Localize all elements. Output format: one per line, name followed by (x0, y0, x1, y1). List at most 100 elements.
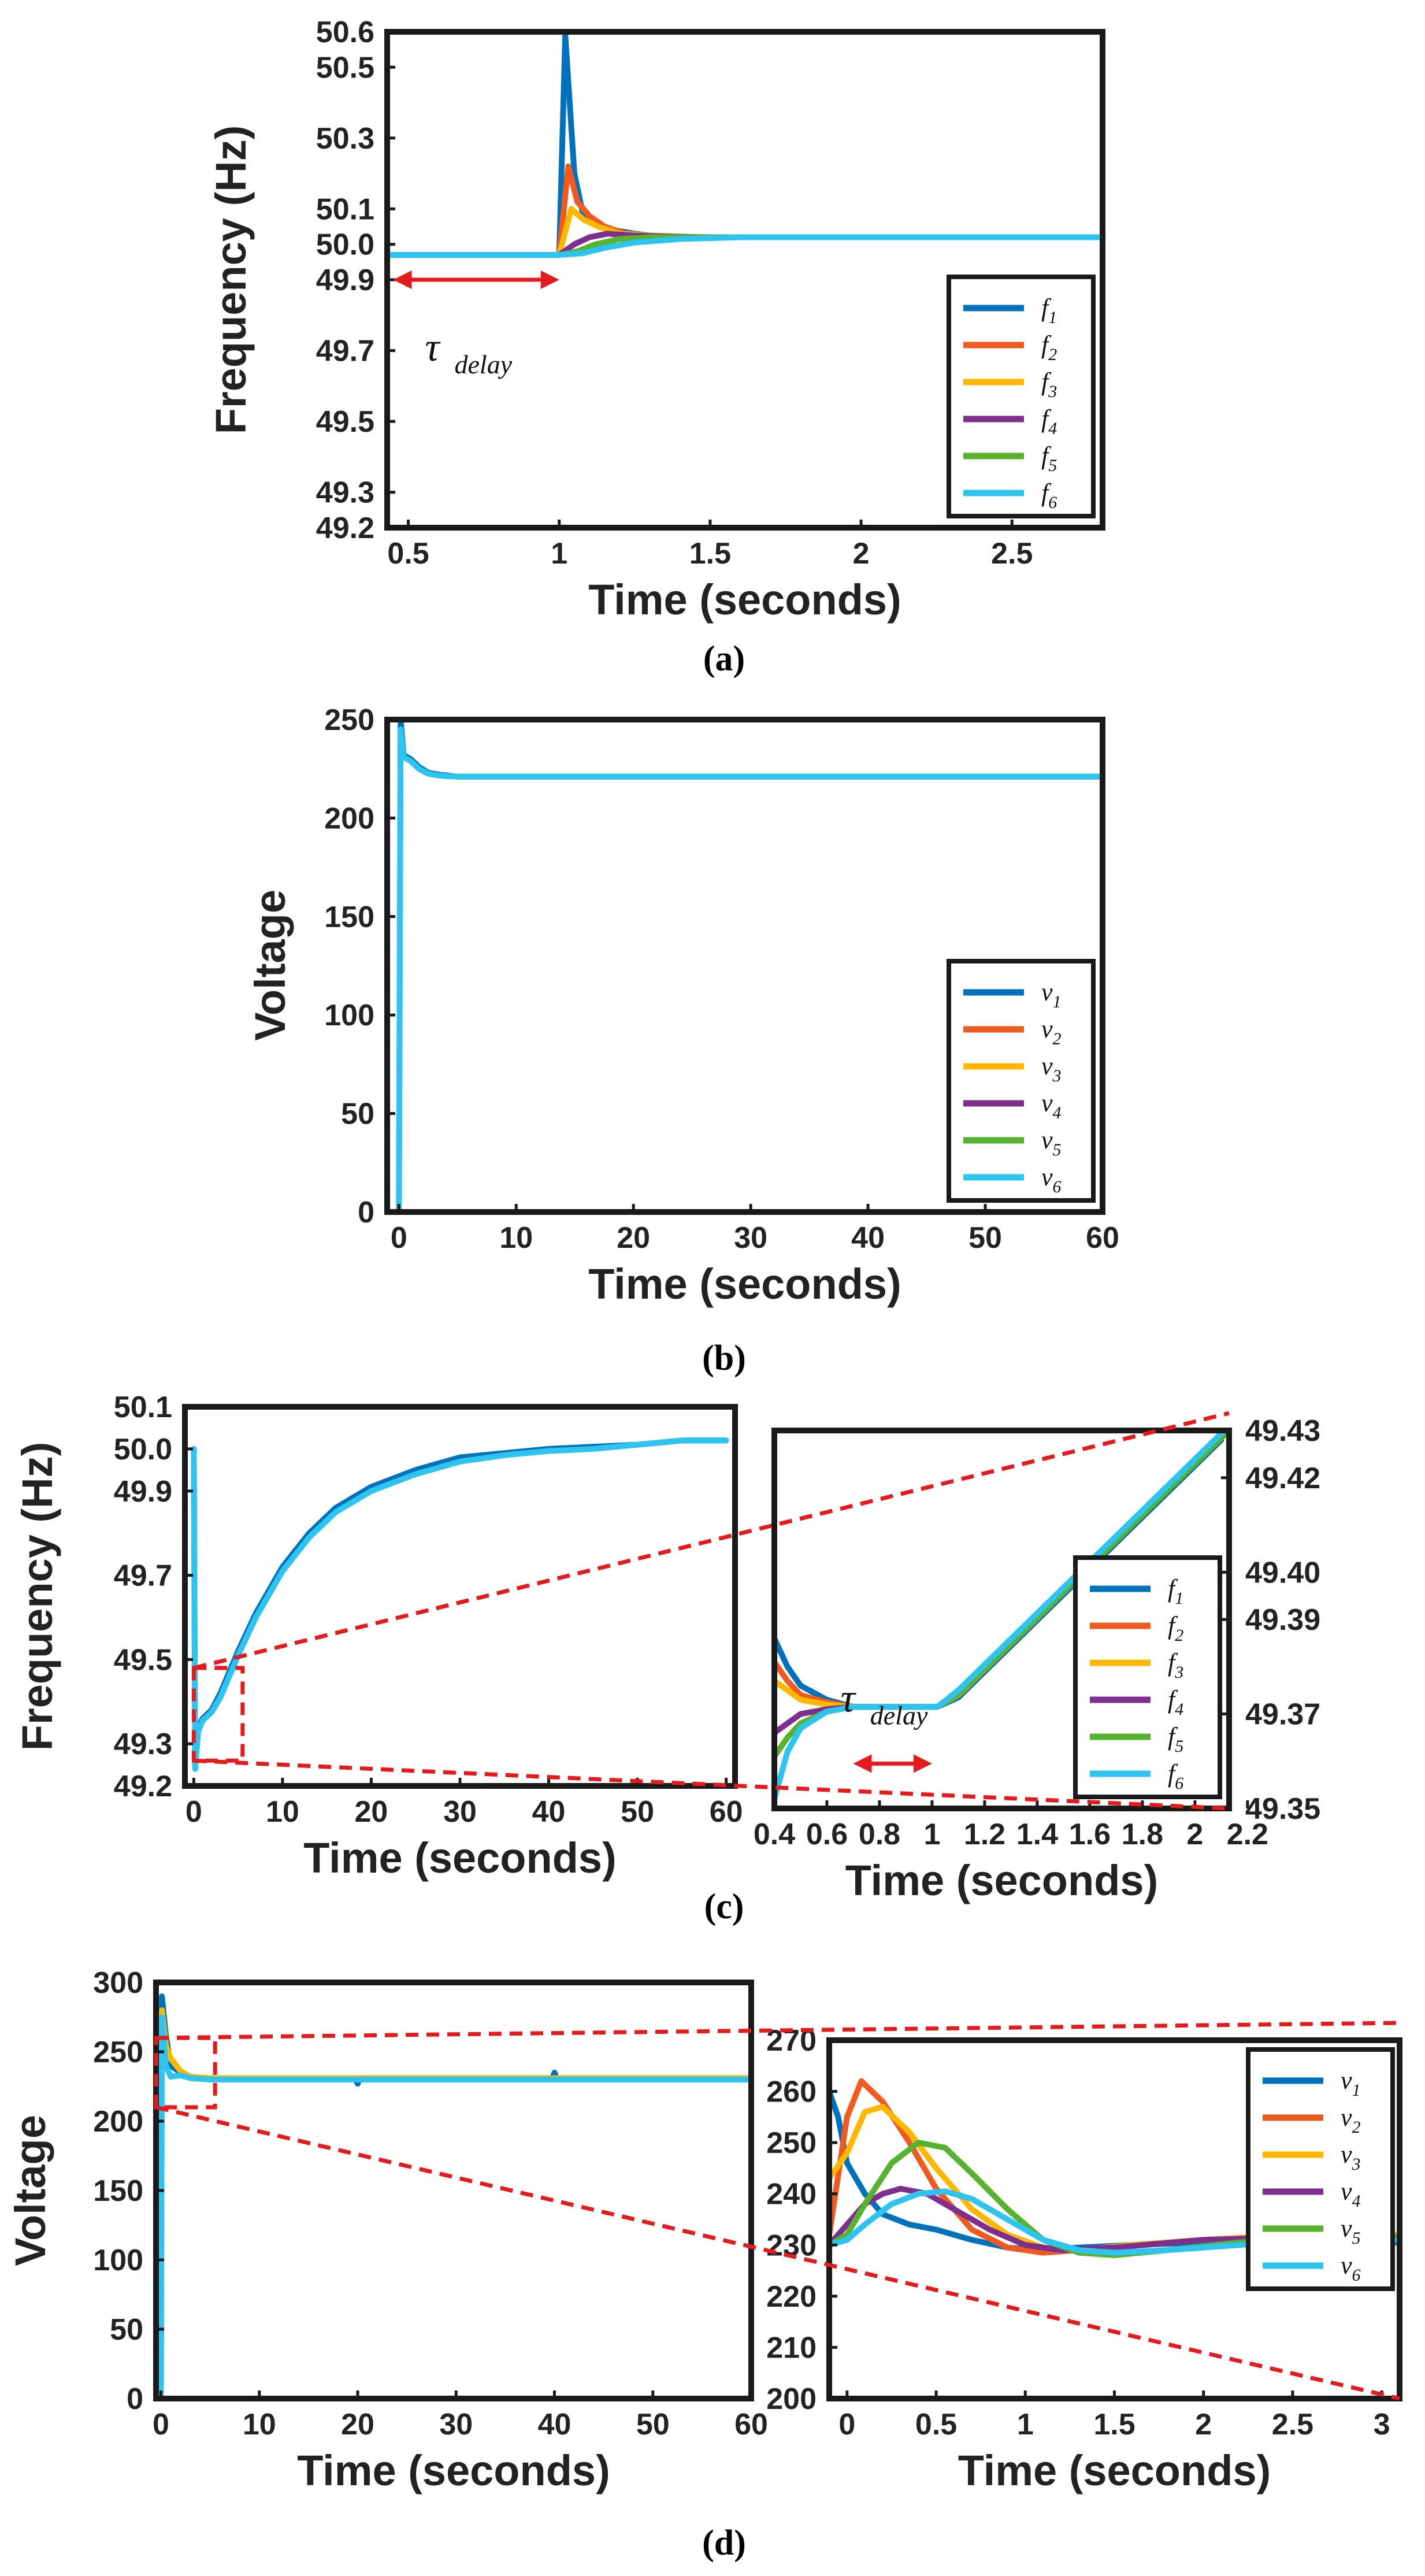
legend-box (1073, 1555, 1222, 1799)
y-tick-label: 49.3 (316, 476, 374, 510)
series-line-v6 (396, 727, 1103, 1212)
y-tick-label: 49.3 (114, 1728, 172, 1761)
x-tick-label: 30 (439, 2408, 473, 2441)
zoom-connector-bottom (194, 1758, 1230, 1811)
y-tick-label: 49.9 (316, 264, 374, 297)
chart-c-zoom: 0.4 0.6 0.8 1 1.2 1.4 1.6 1.8 2 2.249.35 49.37 49.3… (754, 1414, 1320, 1904)
y-tick-label: 49.2 (114, 1770, 172, 1803)
y-tick-label: 50 (341, 1098, 374, 1131)
series-line-f3 (387, 206, 1103, 258)
zoom-connector-bottom (155, 2105, 1400, 2401)
series-group (191, 1437, 729, 1772)
series-group (396, 720, 1103, 1212)
y-tick-label: 49.37 (1245, 1698, 1320, 1732)
y-tick-label: 49.39 (1245, 1603, 1320, 1637)
chart-d-zoom: 0 0.5 1 1.5 2 2.5 3200210220230240250260270Tim… (766, 2024, 1402, 2495)
plot-frame (384, 717, 1105, 1215)
panel-label: (b) (702, 1339, 746, 1378)
y-tick-label: 0 (358, 1196, 374, 1229)
x-tick-label: 1.6 (1069, 1818, 1111, 1851)
x-tick-label: 1.5 (1093, 2408, 1135, 2441)
legend-box (947, 959, 1096, 1203)
x-axis-title: Time (seconds) (958, 2447, 1271, 2495)
y-tick-label: 49.43 (1245, 1414, 1320, 1448)
y-tick-label: 200 (93, 2105, 143, 2138)
legend-label: f6 (1168, 1759, 1183, 1793)
y-tick-label: 50.3 (316, 122, 374, 155)
series-line-v6 (829, 2188, 1400, 2256)
x-tick-label: 2 (1195, 2408, 1212, 2441)
y-tick-label: 250 (766, 2126, 817, 2160)
x-tick-label: 1 (923, 1818, 940, 1851)
tau-delay-annotation: τ delay (393, 270, 559, 379)
arrow-head-right (913, 1754, 932, 1773)
arrow-head-left (853, 1754, 872, 1773)
series-line-f6 (774, 1430, 1229, 1802)
series-group (387, 32, 1103, 258)
x-tick-label: 0.8 (859, 1818, 900, 1851)
y-tick-label: 50.1 (114, 1391, 172, 1424)
chart-c-main: 0 10 20 30 40 50 60 49.2 49.3 49.5 49.7 49.9 50.0 50.… (13, 1391, 744, 1926)
y-tick-label: 0 (127, 2382, 143, 2416)
series-line-v3 (158, 2007, 751, 2399)
legend-label: f6 (1041, 479, 1057, 512)
x-tick-label: 60 (734, 2408, 768, 2441)
x-tick-label: 30 (443, 1795, 477, 1829)
y-tick-label: 50.5 (316, 51, 374, 84)
x-tick-label: 10 (266, 1795, 299, 1829)
tau-symbol: τ delay (425, 325, 512, 379)
y-axis-title: Frequency (Hz) (207, 125, 255, 435)
x-tick-label: 0.6 (806, 1818, 848, 1851)
zoom-connector-top (193, 1411, 1230, 1670)
x-tick-label: 10 (243, 2408, 276, 2441)
zoom-indicator-d-main (154, 2021, 1400, 2401)
y-tick-label: 200 (766, 2382, 817, 2416)
panel-label: (d) (702, 2523, 746, 2563)
legend-box (1246, 2047, 1395, 2291)
y-tick-label: 50.1 (316, 192, 374, 226)
x-tick-label: 50 (621, 1795, 654, 1829)
x-axis-title: Time (seconds) (588, 1260, 901, 1308)
x-tick-label: 20 (341, 2408, 374, 2441)
x-tick-label: 1 (1017, 2408, 1034, 2441)
y-tick-label: 49.2 (316, 512, 374, 545)
x-tick-label: 40 (538, 2408, 572, 2441)
series-line-f2 (387, 163, 1103, 258)
series-line-v6 (158, 2014, 751, 2399)
x-axis-title: Time (seconds) (303, 1834, 616, 1882)
x-tick-label: 1 (551, 537, 567, 570)
plot-frame (153, 1980, 754, 2401)
y-tick-label: 49.40 (1245, 1556, 1320, 1589)
y-tick-label: 150 (93, 2174, 143, 2208)
y-tick-label: 100 (324, 999, 374, 1032)
y-tick-label: 260 (766, 2075, 817, 2109)
y-tick-label: 49.5 (316, 405, 374, 439)
x-tick-label: 1.2 (964, 1818, 1005, 1851)
x-tick-label: 0.5 (387, 537, 429, 570)
y-tick-label: 49.7 (114, 1559, 172, 1593)
x-tick-label: 40 (532, 1795, 566, 1829)
x-tick-label: 0 (838, 2408, 855, 2441)
chart-a: 0.5 1 1.5 2 2.5 49.249.3 49.5 49.7 49.950.050.1 5… (207, 16, 1105, 679)
series-group (158, 1993, 751, 2399)
y-tick-label: 50.0 (114, 1433, 172, 1466)
y-tick-label: 49.9 (114, 1475, 172, 1508)
x-tick-label: 2.2 (1227, 1818, 1268, 1851)
x-tick-label: 0.4 (754, 1818, 795, 1851)
y-tick-label: 150 (324, 900, 374, 934)
x-tick-label: 1.5 (689, 537, 731, 570)
x-tick-label: 0 (185, 1795, 202, 1829)
x-tick-label: 20 (617, 1221, 650, 1255)
x-tick-label: 1.4 (1016, 1818, 1058, 1851)
x-tick-label: 2.5 (1272, 2408, 1313, 2441)
tau-delay-annotation: τ delay (841, 1676, 932, 1773)
series-line-f1 (191, 1437, 729, 1759)
y-tick-label: 49.5 (114, 1643, 172, 1677)
zoom-region-box (191, 1666, 245, 1763)
x-axis-title: Time (seconds) (845, 1856, 1158, 1904)
